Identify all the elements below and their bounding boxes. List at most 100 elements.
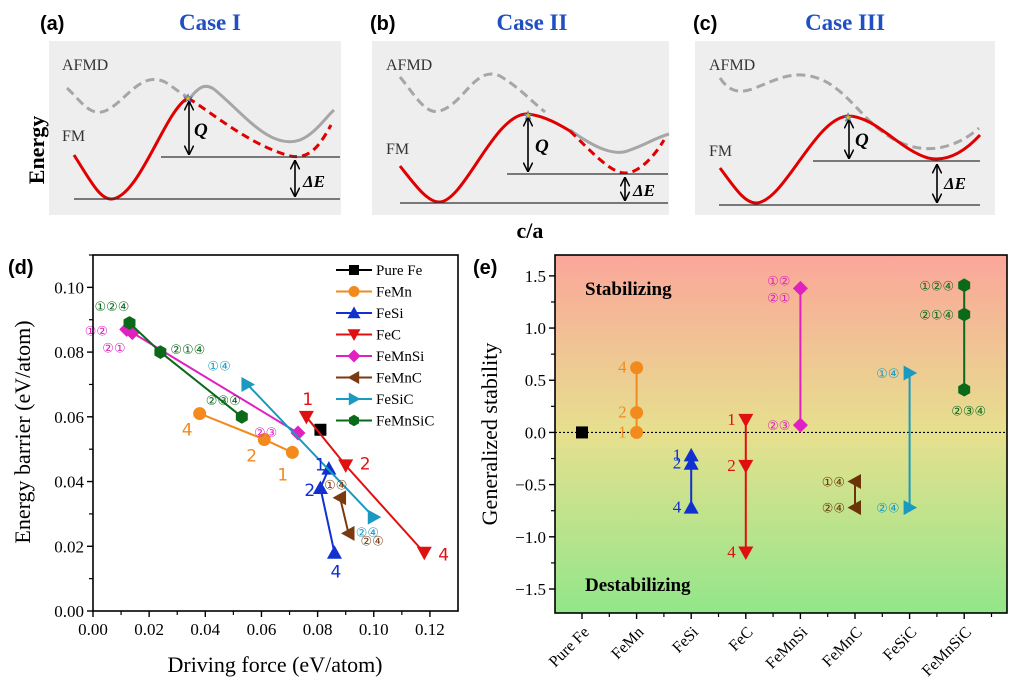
legend-label: FeMnSiC xyxy=(376,414,434,430)
energy-ylabel: Energy xyxy=(24,116,49,184)
panel-tag-b: (b) xyxy=(370,13,396,35)
data-point xyxy=(314,423,327,436)
legend-marker xyxy=(349,414,359,427)
series-fesi xyxy=(312,461,342,559)
case-title-a: Case I xyxy=(179,10,241,35)
y-tick-label: 0.08 xyxy=(54,343,84,362)
y-tick-label: 0.06 xyxy=(54,408,84,427)
point-label: ②①④ xyxy=(170,343,205,358)
data-point xyxy=(576,426,588,439)
point-label: ①④ xyxy=(207,359,230,374)
plot-frame xyxy=(554,254,1008,614)
x-tick-label: 0.00 xyxy=(78,620,108,639)
y-tick-label: 0.00 xyxy=(54,602,84,621)
series-femn xyxy=(193,407,299,459)
point-label: 2 xyxy=(618,403,627,422)
afmd-curve-dashed xyxy=(398,72,546,114)
x-tick-label: 0.04 xyxy=(190,620,220,639)
y-tick-label: 1.5 xyxy=(525,267,546,286)
legend-marker xyxy=(348,286,360,297)
data-point xyxy=(367,509,382,525)
fm-label: FM xyxy=(386,141,409,158)
point-label: ②① xyxy=(767,291,790,306)
panel-c: (c) Case III AFMD FM Q ΔE ★ xyxy=(693,10,995,215)
x-tick-label: 0.10 xyxy=(359,620,389,639)
data-point xyxy=(290,425,306,441)
afmd-curve-solid xyxy=(188,84,336,144)
data-point xyxy=(630,406,644,420)
afmd-label: AFMD xyxy=(709,57,755,74)
point-label: ②③ xyxy=(767,419,790,434)
point-label: ②③④ xyxy=(951,405,986,420)
series-pure-fe xyxy=(576,426,588,439)
series-femnsic: ①②④ ②①④ ②③④ xyxy=(919,278,986,420)
delta-e-label: ΔE xyxy=(302,172,325,191)
chart-e: (e) Generalized stability Stabilizing De… xyxy=(473,254,1008,680)
point-label: 1 xyxy=(302,390,313,410)
x-tick-label: FeMnC xyxy=(819,624,866,671)
afmd-label: AFMD xyxy=(386,57,432,74)
case-title-c: Case III xyxy=(805,10,885,35)
y-tick-label: −1.0 xyxy=(515,528,546,547)
legend-marker xyxy=(349,265,359,275)
point-label: ②④ xyxy=(356,526,379,541)
star-icon: ★ xyxy=(183,93,193,105)
data-point xyxy=(235,409,248,424)
series-femnc: ①④ ②④ xyxy=(822,473,861,517)
data-point xyxy=(958,307,971,322)
x-axis-label: Driving force (eV/atom) xyxy=(167,652,382,677)
panel-a: (a) Case I AFMD FM Q ΔE ★ xyxy=(40,10,341,215)
legend-marker xyxy=(347,349,361,363)
series-femnsic xyxy=(123,316,248,424)
panel-tag-a: (a) xyxy=(40,13,64,35)
series-femnsi: ①② ②① ②③ xyxy=(767,274,808,434)
data-point xyxy=(416,546,432,561)
series-line xyxy=(246,383,375,518)
point-label: ①② xyxy=(85,324,108,339)
x-tick-label: FeMn xyxy=(608,624,647,663)
x-tick-label: 0.08 xyxy=(303,620,333,639)
q-label: Q xyxy=(535,136,549,157)
data-point xyxy=(257,432,271,446)
plot-frame xyxy=(92,254,459,612)
x-tick-label: FeMnSiC xyxy=(919,624,975,680)
point-label: 1 xyxy=(673,445,682,464)
series-pure-fe xyxy=(314,423,327,436)
point-label: 4 xyxy=(182,421,193,441)
series-line xyxy=(339,497,350,534)
point-label: ①④ xyxy=(876,367,899,382)
point-label: 2 xyxy=(673,454,682,473)
data-point xyxy=(847,500,861,516)
delta-e-label: ΔE xyxy=(632,181,655,200)
data-point xyxy=(332,490,347,506)
data-point xyxy=(241,376,255,392)
legend-label: Pure Fe xyxy=(376,263,423,279)
panel-tag-c: (c) xyxy=(693,13,717,35)
point-label: 1 xyxy=(277,465,288,485)
point-label: ②③ xyxy=(254,426,277,441)
data-point xyxy=(298,410,314,425)
delta-e-label: ΔE xyxy=(943,174,966,193)
y-tick-label: 1.0 xyxy=(525,319,546,338)
x-tick-label: 0.02 xyxy=(134,620,164,639)
y-tick-label: −0.5 xyxy=(515,476,546,495)
point-label: 2 xyxy=(304,481,315,501)
q-label: Q xyxy=(855,130,869,151)
data-point xyxy=(792,417,808,433)
data-point xyxy=(123,316,136,330)
data-point xyxy=(903,500,918,516)
afmd-label: AFMD xyxy=(62,57,108,74)
legend-label: FeSi xyxy=(376,306,404,322)
afmd-curve-dashed xyxy=(718,73,980,151)
point-label: 4 xyxy=(673,498,682,517)
series-femnc xyxy=(332,490,355,541)
legend-marker xyxy=(347,306,361,319)
afmd-curve-solid xyxy=(569,128,670,154)
data-point xyxy=(903,365,918,381)
series-fec: 1 2 4 xyxy=(727,410,754,561)
point-label: ②①④ xyxy=(919,308,954,323)
q-label: Q xyxy=(194,120,208,141)
fm-curve-solid xyxy=(718,114,982,205)
point-label: ②① xyxy=(102,342,125,357)
series-femn: 12 4 xyxy=(618,358,644,441)
